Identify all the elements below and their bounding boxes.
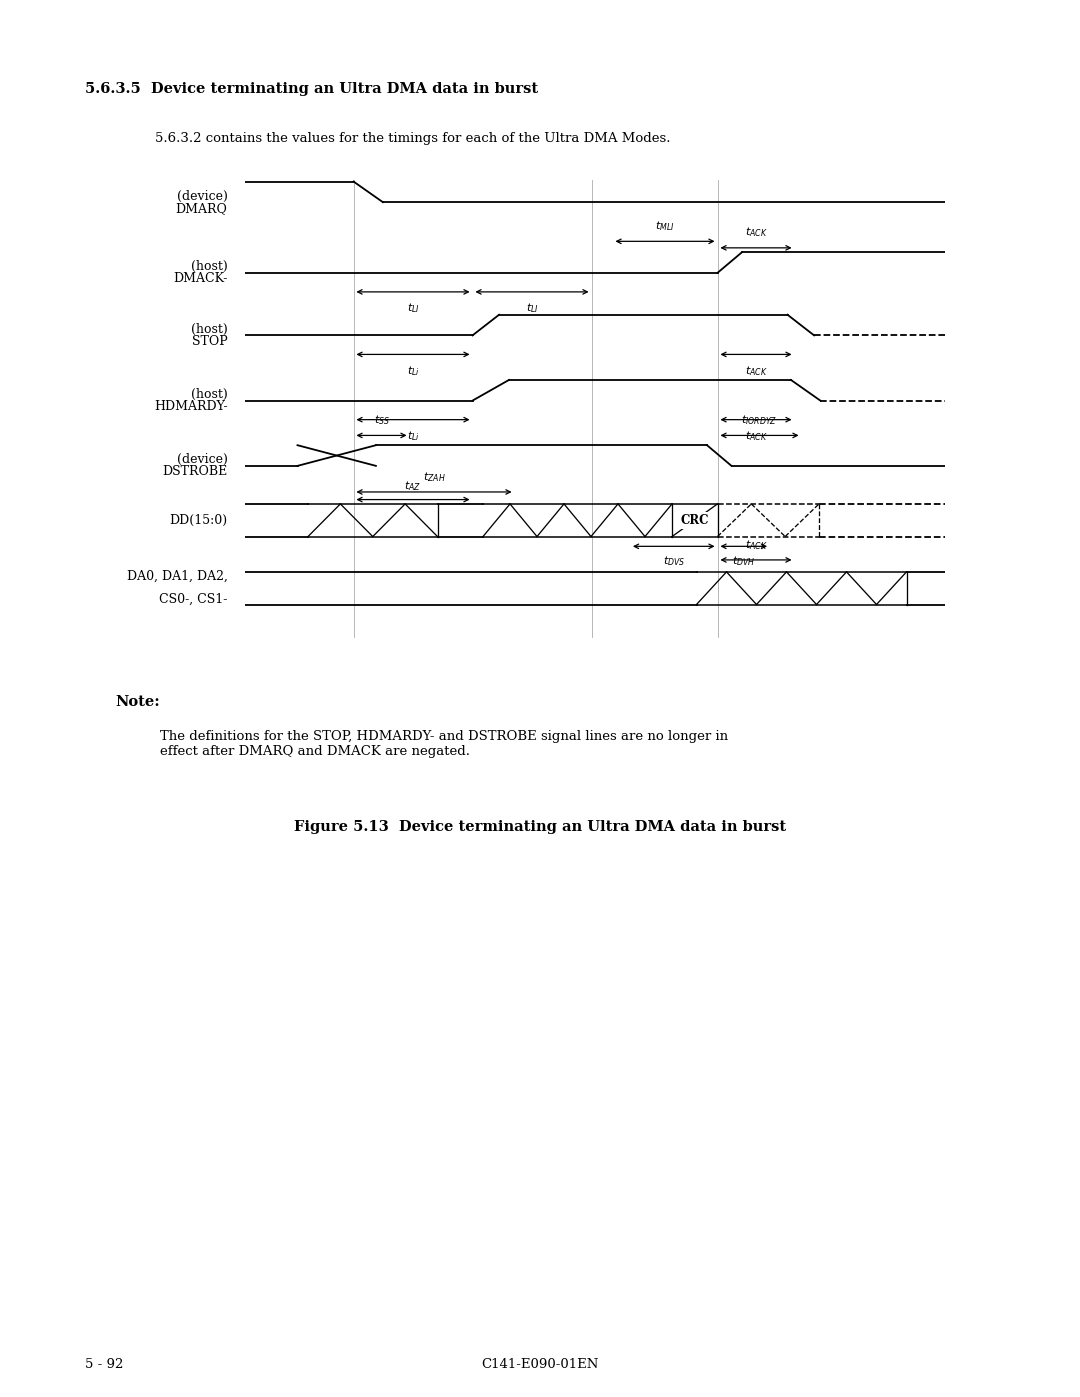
Text: (host): (host) bbox=[191, 388, 228, 401]
Text: $t_{DVS}$: $t_{DVS}$ bbox=[662, 555, 685, 567]
Text: $t_{LI}$: $t_{LI}$ bbox=[406, 302, 419, 316]
Text: $t_{Li}$: $t_{Li}$ bbox=[406, 429, 419, 443]
Text: CS0-, CS1-: CS0-, CS1- bbox=[159, 592, 228, 605]
Text: $t_{SS}$: $t_{SS}$ bbox=[374, 414, 390, 427]
Text: $t_{IORDYZ}$: $t_{IORDYZ}$ bbox=[741, 414, 778, 427]
Text: Note:: Note: bbox=[114, 694, 160, 710]
Text: $t_{ACK}$: $t_{ACK}$ bbox=[744, 365, 768, 379]
Text: $t_{LI}$: $t_{LI}$ bbox=[526, 302, 539, 316]
Text: (device): (device) bbox=[177, 454, 228, 467]
Text: $t_{MLI}$: $t_{MLI}$ bbox=[656, 219, 675, 233]
Text: $t_{DVH}$: $t_{DVH}$ bbox=[732, 555, 755, 567]
Text: (host): (host) bbox=[191, 260, 228, 274]
Text: DD(15:0): DD(15:0) bbox=[170, 514, 228, 527]
Text: $t_{AZ}$: $t_{AZ}$ bbox=[404, 479, 421, 493]
Text: DSTROBE: DSTROBE bbox=[162, 465, 228, 478]
Text: $t_{ACK}$: $t_{ACK}$ bbox=[744, 429, 768, 443]
Text: 5 - 92: 5 - 92 bbox=[85, 1358, 123, 1370]
Text: $t_{ACK}$: $t_{ACK}$ bbox=[744, 538, 768, 552]
Text: CRC: CRC bbox=[680, 514, 708, 527]
Text: DMARQ: DMARQ bbox=[176, 201, 228, 215]
Text: (host): (host) bbox=[191, 323, 228, 335]
Text: $t_{ZAH}$: $t_{ZAH}$ bbox=[422, 471, 445, 485]
Text: The definitions for the STOP, HDMARDY- and DSTROBE signal lines are no longer in: The definitions for the STOP, HDMARDY- a… bbox=[160, 731, 728, 759]
Text: $t_{Li}$: $t_{Li}$ bbox=[406, 365, 419, 379]
Text: (device): (device) bbox=[177, 190, 228, 203]
Text: HDMARDY-: HDMARDY- bbox=[153, 400, 228, 414]
Text: DA0, DA1, DA2,: DA0, DA1, DA2, bbox=[126, 570, 228, 583]
Text: STOP: STOP bbox=[192, 335, 228, 348]
Text: 5.6.3.2 contains the values for the timings for each of the Ultra DMA Modes.: 5.6.3.2 contains the values for the timi… bbox=[156, 131, 671, 145]
Text: Figure 5.13  Device terminating an Ultra DMA data in burst: Figure 5.13 Device terminating an Ultra … bbox=[294, 820, 786, 834]
Text: DMACK-: DMACK- bbox=[173, 272, 228, 285]
Text: C141-E090-01EN: C141-E090-01EN bbox=[482, 1358, 598, 1370]
Text: $t_{ACK}$: $t_{ACK}$ bbox=[744, 225, 768, 239]
Text: 5.6.3.5  Device terminating an Ultra DMA data in burst: 5.6.3.5 Device terminating an Ultra DMA … bbox=[85, 82, 538, 96]
